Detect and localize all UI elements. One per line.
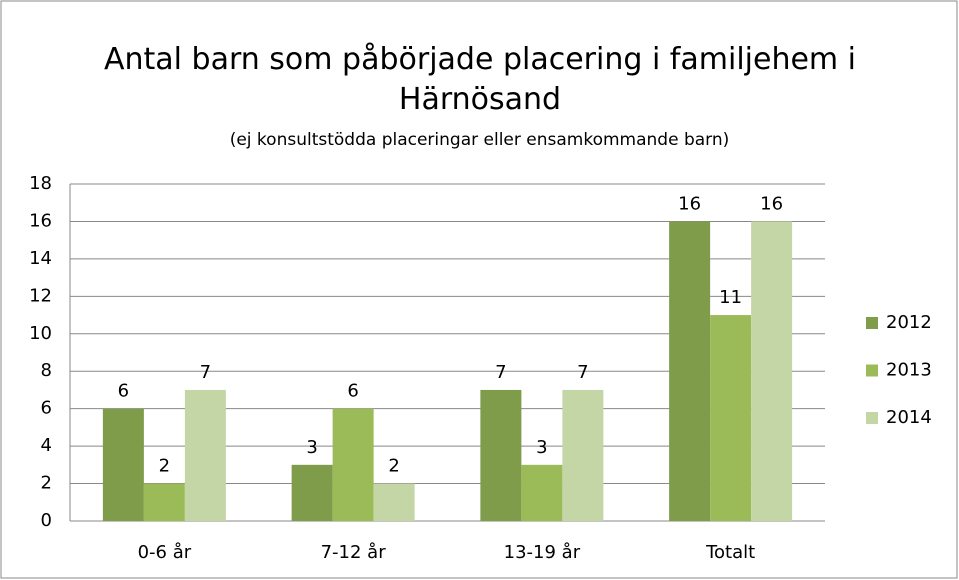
y-tick-label: 2 [41, 473, 52, 494]
chart-subtitle: (ej konsultstödda placeringar eller ensa… [229, 130, 730, 150]
x-tick-label: Totalt [705, 542, 755, 563]
x-tick-label: 0-6 år [138, 542, 192, 563]
data-label: 3 [536, 437, 547, 458]
bar [143, 483, 185, 521]
y-tick-label: 6 [41, 398, 52, 419]
data-label: 6 [347, 381, 358, 402]
y-tick-label: 0 [41, 510, 52, 531]
data-label: 7 [200, 362, 211, 383]
bar [480, 389, 522, 521]
data-label: 16 [678, 193, 701, 214]
bar [521, 464, 563, 521]
bar [710, 315, 752, 521]
chart-title: Antal barn som påbörjade placering i fam… [103, 42, 857, 117]
bar [751, 221, 793, 521]
y-tick-label: 14 [29, 248, 52, 269]
y-tick-label: 4 [41, 435, 52, 456]
y-tick-label: 8 [41, 360, 52, 381]
x-tick-label: 13-19 år [504, 542, 581, 563]
bar [332, 408, 374, 521]
data-label: 2 [388, 456, 399, 477]
data-label: 7 [495, 362, 506, 383]
y-tick-label: 10 [29, 323, 52, 344]
bar [373, 483, 415, 521]
x-tick-label: 7-12 år [321, 542, 387, 563]
data-label: 16 [760, 193, 783, 214]
bar [291, 464, 333, 521]
bar [669, 221, 711, 521]
y-tick-label: 16 [29, 210, 52, 231]
bar [562, 389, 604, 521]
data-label: 6 [118, 381, 129, 402]
legend-label: 2014 [886, 407, 932, 428]
data-label: 11 [719, 287, 742, 308]
data-label: 2 [159, 456, 170, 477]
legend-swatch [866, 317, 878, 329]
legend-swatch [866, 364, 878, 377]
bar [102, 408, 144, 521]
bar [184, 389, 226, 521]
data-label: 7 [577, 362, 588, 383]
legend-label: 2012 [886, 312, 932, 333]
data-label: 3 [306, 437, 317, 458]
y-tick-label: 12 [29, 285, 52, 306]
legend-label: 2013 [886, 360, 932, 381]
legend-swatch [866, 412, 878, 424]
y-tick-label: 18 [29, 173, 52, 194]
